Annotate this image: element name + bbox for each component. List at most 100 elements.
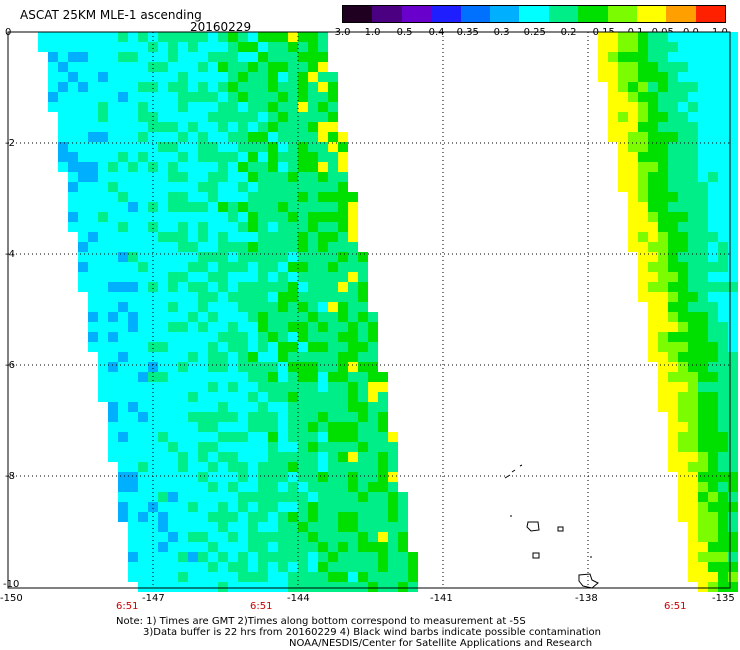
wind-cell — [668, 32, 678, 42]
wind-cell — [168, 92, 178, 102]
wind-cell — [658, 312, 668, 322]
wind-cell — [288, 102, 298, 112]
wind-cell — [278, 122, 288, 132]
wind-cell — [118, 512, 128, 522]
wind-cell — [108, 152, 118, 162]
wind-cell — [328, 392, 338, 402]
wind-cell — [68, 132, 78, 142]
wind-cell — [718, 172, 728, 182]
wind-cell — [258, 192, 268, 202]
wind-cell — [328, 502, 338, 512]
wind-cell — [48, 92, 58, 102]
wind-cell — [248, 552, 258, 562]
wind-cell — [48, 102, 58, 112]
wind-cell — [718, 212, 728, 222]
wind-cell — [158, 42, 168, 52]
wind-cell — [368, 372, 378, 382]
wind-cell — [698, 272, 708, 282]
wind-cell — [278, 492, 288, 502]
wind-cell — [678, 422, 688, 432]
wind-cell — [188, 112, 198, 122]
wind-cell — [168, 182, 178, 192]
wind-cell — [648, 112, 658, 122]
wind-cell — [668, 412, 678, 422]
wind-cell — [308, 402, 318, 412]
note-line: Note: 1) Times are GMT 2)Times along bot… — [116, 616, 526, 627]
wind-cell — [218, 562, 228, 572]
wind-cell — [238, 262, 248, 272]
wind-cell — [648, 122, 658, 132]
wind-cell — [178, 562, 188, 572]
wind-cell — [718, 402, 728, 412]
wind-cell — [198, 452, 208, 462]
wind-cell — [198, 252, 208, 262]
wind-cell — [138, 62, 148, 72]
wind-cell — [248, 422, 258, 432]
y-tick-label: -2 — [5, 138, 15, 149]
wind-cell — [138, 182, 148, 192]
wind-cell — [348, 572, 358, 582]
wind-cell — [728, 162, 738, 172]
wind-cell — [668, 142, 678, 152]
wind-cell — [98, 262, 108, 272]
wind-cell — [248, 532, 258, 542]
wind-cell — [78, 62, 88, 72]
wind-cell — [98, 252, 108, 262]
wind-cell — [98, 272, 108, 282]
wind-cell — [158, 422, 168, 432]
wind-cell — [678, 302, 688, 312]
wind-cell — [688, 532, 698, 542]
wind-cell — [168, 222, 178, 232]
wind-cell — [708, 502, 718, 512]
wind-cell — [118, 242, 128, 252]
wind-cell — [648, 192, 658, 202]
wind-cell — [318, 312, 328, 322]
wind-cell — [218, 312, 228, 322]
wind-cell — [708, 522, 718, 532]
wind-cell — [328, 402, 338, 412]
wind-cell — [128, 372, 138, 382]
wind-cell — [308, 122, 318, 132]
wind-cell — [88, 232, 98, 242]
wind-cell — [238, 472, 248, 482]
wind-cell — [308, 72, 318, 82]
wind-cell — [378, 422, 388, 432]
wind-cell — [238, 302, 248, 312]
wind-cell — [298, 92, 308, 102]
wind-cell — [338, 412, 348, 422]
wind-cell — [318, 502, 328, 512]
wind-cell — [338, 272, 348, 282]
wind-cell — [318, 412, 328, 422]
wind-cell — [228, 72, 238, 82]
wind-cell — [278, 432, 288, 442]
wind-cell — [698, 502, 708, 512]
wind-cell — [128, 192, 138, 202]
wind-cell — [728, 482, 738, 492]
wind-cell — [298, 372, 308, 382]
wind-cell — [128, 222, 138, 232]
wind-cell — [278, 352, 288, 362]
wind-cell — [658, 162, 668, 172]
wind-cell — [638, 92, 648, 102]
wind-cell — [218, 192, 228, 202]
wind-cell — [288, 32, 298, 42]
wind-cell — [678, 182, 688, 192]
wind-cell — [128, 52, 138, 62]
wind-cell — [258, 542, 268, 552]
wind-cell — [688, 422, 698, 432]
wind-cell — [718, 102, 728, 112]
wind-cell — [338, 462, 348, 472]
wind-cell — [78, 102, 88, 112]
wind-cell — [258, 392, 268, 402]
wind-cell — [158, 392, 168, 402]
wind-cell — [268, 42, 278, 52]
wind-cell — [308, 362, 318, 372]
wind-cell — [128, 332, 138, 342]
wind-cell — [718, 342, 728, 352]
wind-cell — [198, 302, 208, 312]
wind-cell — [228, 252, 238, 262]
wind-cell — [688, 332, 698, 342]
wind-cell — [298, 242, 308, 252]
wind-cell — [318, 222, 328, 232]
wind-cell — [198, 192, 208, 202]
